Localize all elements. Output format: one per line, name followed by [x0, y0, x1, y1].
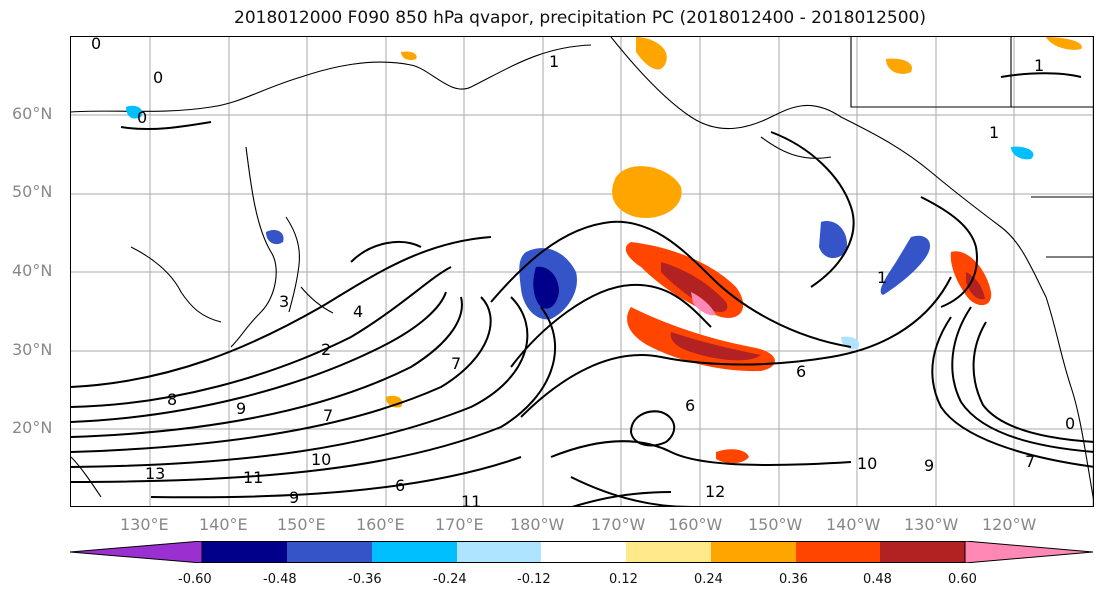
shading	[126, 37, 1082, 464]
contour-label: 6	[796, 362, 806, 381]
contour-label: 0	[137, 108, 147, 127]
contour-label: 3	[279, 292, 289, 311]
lat-label-60n: 60°N	[12, 104, 53, 123]
contour-label: 1	[549, 52, 559, 71]
contour-label: 13	[145, 464, 165, 483]
colorbar-segment	[880, 541, 965, 563]
contour-label: 7	[451, 354, 461, 373]
contour-label: 9	[924, 456, 934, 475]
lon-label-150w: 150°W	[748, 515, 803, 534]
colorbar-tick-label: 0.48	[863, 572, 892, 587]
contour-label: 1	[989, 123, 999, 142]
lon-label-180w: 180°W	[510, 515, 565, 534]
colorbar-segment	[796, 541, 880, 563]
lon-label-120w: 120°W	[982, 515, 1037, 534]
colorbar-segment	[541, 541, 626, 563]
lat-label-20n: 20°N	[12, 418, 53, 437]
colorbar-segment	[626, 541, 711, 563]
colorbar-tick-label: 0.24	[694, 572, 723, 587]
contour-label: 9	[289, 488, 299, 507]
contour-labels: 0 0 0 1 1 3 4 2 7 8 9 7 10 13 11 9 6 11 …	[91, 37, 1075, 507]
colorbar-tick-label: -0.12	[517, 572, 551, 587]
coastlines	[71, 37, 1093, 500]
colorbar-tick-label: -0.36	[348, 572, 382, 587]
colorbar-tick-label: 0.36	[779, 572, 808, 587]
chart-title: 2018012000 F090 850 hPa qvapor, precipit…	[234, 8, 926, 28]
contour-label: 1	[877, 268, 887, 287]
colorbar-segment	[70, 541, 203, 563]
contour-label: 9	[236, 399, 246, 418]
lon-label-130w: 130°W	[904, 515, 959, 534]
contour-label: 0	[91, 37, 101, 53]
colorbar-tick-label: -0.48	[263, 572, 297, 587]
lon-label-170w: 170°W	[591, 515, 646, 534]
contour-label: 0	[1065, 414, 1075, 433]
map-panel: 0 0 0 1 1 3 4 2 7 8 9 7 10 13 11 9 6 11 …	[70, 36, 1094, 507]
contour-label: 12	[705, 482, 725, 501]
lat-label-30n: 30°N	[12, 340, 53, 359]
contour-label: 6	[685, 396, 695, 415]
colorbar-tick-label: 0.60	[948, 572, 977, 587]
lat-label-40n: 40°N	[12, 261, 53, 280]
colorbar	[70, 541, 1094, 563]
contour-label: 11	[461, 492, 481, 507]
contour-label: 7	[1025, 452, 1035, 471]
lon-label-160e: 160°E	[356, 515, 405, 534]
colorbar-segment	[457, 541, 541, 563]
lon-label-160w: 160°W	[668, 515, 723, 534]
colorbar-segment	[964, 541, 1094, 563]
colorbar-tick-label: -0.24	[433, 572, 467, 587]
colorbar-segment	[202, 541, 287, 563]
contours	[71, 72, 1093, 506]
contour-label: 2	[321, 340, 331, 359]
contour-label: 8	[167, 390, 177, 409]
colorbar-segment	[287, 541, 372, 563]
contour-label: 0	[153, 68, 163, 87]
colorbar-segment	[372, 541, 457, 563]
contour-label: 10	[857, 454, 877, 473]
lon-label-150e: 150°E	[277, 515, 326, 534]
contour-label: 7	[323, 406, 333, 425]
lon-label-130e: 130°E	[120, 515, 169, 534]
colorbar-outline	[201, 541, 966, 563]
colorbar-segment	[711, 541, 796, 563]
map-canvas: 0 0 0 1 1 3 4 2 7 8 9 7 10 13 11 9 6 11 …	[71, 37, 1093, 507]
lon-label-170e: 170°E	[435, 515, 484, 534]
contour-label: 11	[243, 468, 263, 487]
lat-label-50n: 50°N	[12, 182, 53, 201]
contour-label: 4	[353, 302, 363, 321]
colorbar-tick-label: -0.60	[178, 572, 212, 587]
contour-label: 1	[1034, 56, 1044, 75]
lon-label-140w: 140°W	[826, 515, 881, 534]
contour-label: 6	[395, 476, 405, 495]
lon-label-140e: 140°E	[199, 515, 248, 534]
colorbar-tick-label: 0.12	[609, 572, 638, 587]
contour-label: 10	[311, 450, 331, 469]
